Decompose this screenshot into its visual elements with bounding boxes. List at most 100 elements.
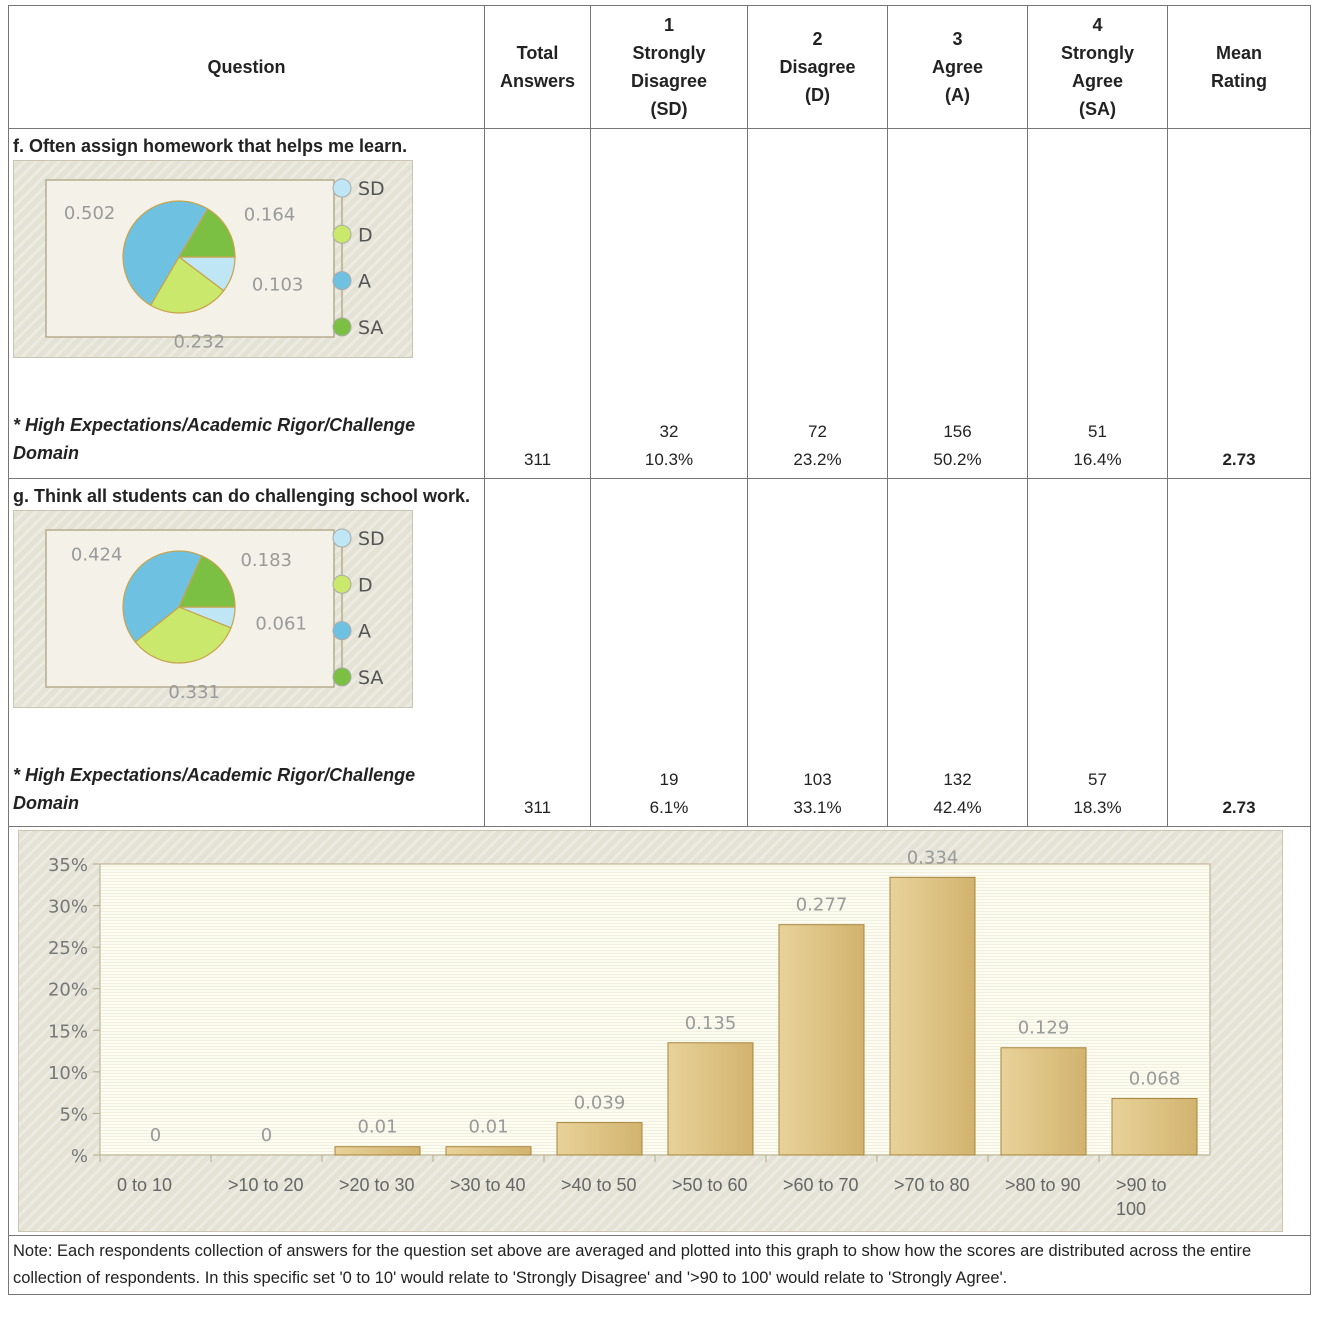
answer-count: 156 bbox=[943, 422, 972, 441]
x-tick-label: >80 to 90 bbox=[1005, 1175, 1081, 1195]
legend-label: D bbox=[358, 574, 373, 596]
bar bbox=[1111, 1097, 1198, 1156]
answer-percent: 50.2% bbox=[933, 450, 982, 469]
bar bbox=[334, 1146, 421, 1156]
pie-slice bbox=[149, 256, 225, 314]
legend-marker bbox=[332, 667, 352, 687]
answer-cell: 51 16.4% bbox=[1027, 128, 1168, 479]
y-tick-label: 20% bbox=[48, 980, 88, 1001]
answer-cell: 156 50.2% bbox=[887, 128, 1028, 479]
header-cell: 3 Agree (A) bbox=[887, 5, 1028, 129]
header-line: 4 bbox=[1092, 15, 1103, 35]
x-tick-label: >60 to 70 bbox=[783, 1175, 859, 1195]
legend-label: SA bbox=[358, 317, 383, 339]
header-line: Strongly bbox=[1060, 43, 1134, 63]
mean-value: 2.73 bbox=[1222, 798, 1256, 817]
header-cell: Total Answers bbox=[484, 5, 591, 129]
bar bbox=[778, 924, 865, 1156]
header-line: Strongly bbox=[632, 43, 706, 63]
domain-text: * High Expectations/Academic Rigor/Chall… bbox=[13, 765, 416, 813]
slice-label: 0.424 bbox=[71, 544, 123, 565]
pie-chart: 0.103 0.232 0.502 0.164 SD D A SA bbox=[13, 160, 413, 358]
answer-cell: 32 10.3% bbox=[590, 128, 748, 479]
legend-label: SD bbox=[358, 178, 385, 200]
answer-count: 32 bbox=[659, 422, 679, 441]
answer-percent: 16.4% bbox=[1073, 450, 1122, 469]
domain-text: * High Expectations/Academic Rigor/Chall… bbox=[13, 415, 416, 463]
mean-cell: 2.73 bbox=[1167, 478, 1311, 827]
answer-cell: 19 6.1% bbox=[590, 478, 748, 827]
header-line: (SA) bbox=[1079, 99, 1116, 119]
header-line: Question bbox=[207, 57, 286, 77]
legend-marker bbox=[332, 271, 352, 291]
answer-percent: 23.2% bbox=[793, 450, 842, 469]
header-cell: 4 Strongly Agree (SA) bbox=[1027, 5, 1168, 129]
header-line: Answers bbox=[499, 71, 576, 91]
legend-marker bbox=[332, 528, 352, 548]
bar-value-label: 0.039 bbox=[574, 1093, 626, 1114]
question-cell: g. Think all students can do challenging… bbox=[8, 478, 485, 827]
answer-cell: 57 18.3% bbox=[1027, 478, 1168, 827]
header-line: Mean bbox=[1215, 43, 1262, 63]
header-cell: Mean Rating bbox=[1167, 5, 1311, 129]
chart-cell: % 5% 10% 15% 20% 25% 30% 35% 0 0 0.01 0.01 0.039 0.13… bbox=[8, 826, 1311, 1236]
answer-count: 72 bbox=[808, 422, 827, 441]
bar bbox=[556, 1122, 643, 1156]
answer-count: 57 bbox=[1088, 770, 1107, 789]
question-row: g. Think all students can do challenging… bbox=[8, 478, 1311, 827]
question-text: g. Think all students can do challenging… bbox=[13, 486, 471, 506]
question-top: f. Often assign homework that helps me l… bbox=[13, 133, 478, 358]
chart-row: % 5% 10% 15% 20% 25% 30% 35% 0 0 0.01 0.01 0.039 0.13… bbox=[8, 826, 1311, 1236]
answer-count: 132 bbox=[943, 770, 972, 789]
answer-cell: 103 33.1% bbox=[747, 478, 888, 827]
x-tick-label: >50 to 60 bbox=[672, 1175, 748, 1195]
total-value: 311 bbox=[523, 450, 552, 469]
bar bbox=[667, 1042, 754, 1156]
slice-label: 0.232 bbox=[174, 331, 226, 352]
answer-percent: 18.3% bbox=[1073, 798, 1122, 817]
header-line: 1 bbox=[663, 15, 674, 35]
pie-slice bbox=[178, 555, 236, 608]
question-text: f. Often assign homework that helps me l… bbox=[13, 136, 408, 156]
slice-label: 0.502 bbox=[64, 203, 116, 224]
y-tick-label: 5% bbox=[59, 1104, 88, 1125]
y-tick-label: 35% bbox=[48, 855, 88, 876]
note-cell: Note: Each respondents collection of ans… bbox=[8, 1235, 1311, 1295]
question-cell: f. Often assign homework that helps me l… bbox=[8, 128, 485, 479]
total-cell: 311 bbox=[484, 128, 591, 479]
slice-label: 0.103 bbox=[252, 274, 304, 295]
question-row: f. Often assign homework that helps me l… bbox=[8, 128, 1311, 479]
y-tick-label: 10% bbox=[48, 1063, 88, 1084]
header-row: Question Total Answers 1 Strongly Disagree (SD… bbox=[8, 5, 1311, 129]
x-tick-label: >10 to 20 bbox=[228, 1175, 304, 1195]
mean-value: 2.73 bbox=[1222, 450, 1256, 469]
x-tick-label: >30 to 40 bbox=[450, 1175, 526, 1195]
bar bbox=[445, 1146, 532, 1156]
bar-chart: % 5% 10% 15% 20% 25% 30% 35% 0 0 0.01 0.01 0.039 0.13… bbox=[18, 830, 1283, 1232]
bar-value-label: 0.01 bbox=[468, 1117, 508, 1138]
header-line: 3 bbox=[952, 29, 963, 49]
header-line: Agree bbox=[1071, 71, 1124, 91]
header-line: Total bbox=[516, 43, 559, 63]
x-tick-label: >70 to 80 bbox=[894, 1175, 970, 1195]
legend-label: A bbox=[358, 271, 371, 293]
total-value: 311 bbox=[523, 798, 552, 817]
answer-cell: 132 42.4% bbox=[887, 478, 1028, 827]
bar bbox=[1000, 1047, 1087, 1156]
legend-label: A bbox=[358, 621, 371, 643]
note-row: Note: Each respondents collection of ans… bbox=[8, 1235, 1311, 1295]
y-tick-label: 15% bbox=[48, 1021, 88, 1042]
header-line: Disagree bbox=[779, 57, 856, 77]
pie-slice bbox=[177, 208, 236, 258]
slice-label: 0.183 bbox=[240, 550, 292, 571]
header-cell: Question bbox=[8, 5, 485, 129]
answer-percent: 6.1% bbox=[649, 798, 689, 817]
question-wrap: g. Think all students can do challenging… bbox=[9, 479, 484, 821]
legend-label: D bbox=[358, 224, 373, 246]
answer-percent: 42.4% bbox=[933, 798, 982, 817]
pie-slice bbox=[122, 200, 209, 307]
header-line: (D) bbox=[805, 85, 830, 105]
results-table: Question Total Answers 1 Strongly Disagree (SD… bbox=[8, 5, 1311, 1295]
bar-value-label: 0 bbox=[150, 1125, 161, 1146]
header-line: (A) bbox=[945, 85, 970, 105]
